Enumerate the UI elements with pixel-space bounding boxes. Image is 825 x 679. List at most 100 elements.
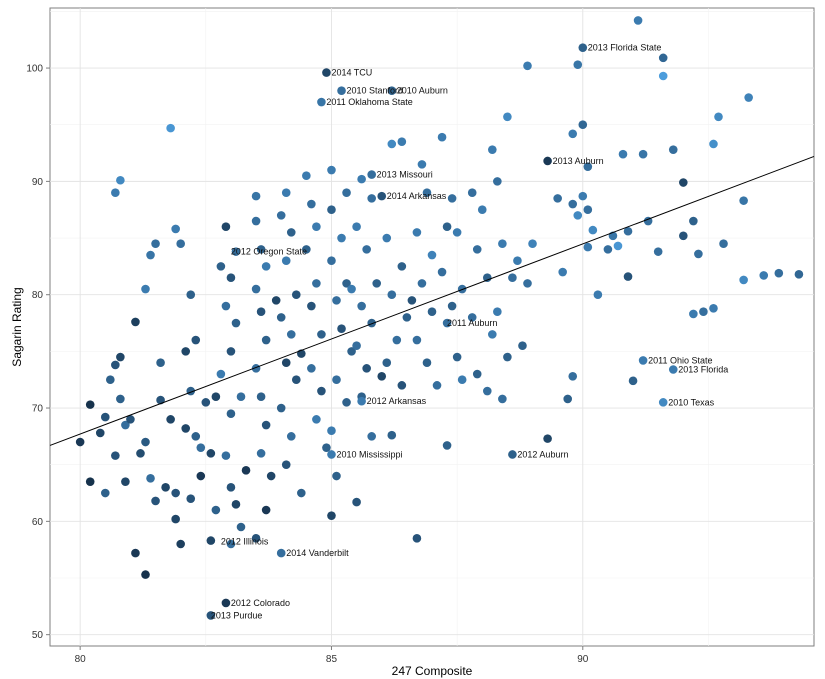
data-point	[251, 284, 261, 294]
data-point	[276, 313, 286, 322]
data-point	[493, 307, 502, 317]
data-point	[151, 496, 160, 506]
data-point	[111, 360, 120, 370]
data-point	[347, 284, 356, 294]
data-point	[488, 145, 497, 154]
data-point	[658, 53, 668, 63]
data-point	[528, 239, 537, 249]
point-label: 2012 Colorado	[231, 598, 290, 608]
data-point	[286, 228, 296, 237]
data-point	[709, 304, 718, 313]
data-point	[442, 222, 452, 232]
point-label: 2010 Stanford	[347, 86, 404, 96]
data-point	[141, 437, 150, 447]
data-point	[412, 228, 422, 237]
data-point	[593, 290, 603, 300]
data-point	[377, 371, 387, 381]
point-label: 2010 Auburn	[397, 86, 448, 96]
data-point	[261, 505, 271, 515]
data-point	[628, 376, 638, 386]
data-point	[256, 392, 266, 401]
data-point	[171, 514, 180, 524]
data-point	[221, 301, 231, 311]
data-point	[377, 191, 387, 201]
data-point	[226, 347, 236, 356]
data-point	[689, 309, 698, 319]
data-point	[759, 271, 769, 280]
data-point	[694, 249, 703, 259]
data-point	[337, 324, 346, 333]
data-point	[422, 358, 432, 367]
data-point	[181, 347, 191, 356]
data-point	[578, 120, 588, 130]
data-point	[573, 211, 583, 220]
data-point	[457, 375, 467, 384]
data-point	[442, 318, 452, 328]
point-label: 2010 Mississippi	[336, 449, 402, 459]
data-point	[261, 335, 271, 345]
data-point	[332, 296, 341, 305]
y-tick-label: 80	[32, 290, 44, 301]
trend-line	[49, 155, 815, 446]
data-point	[226, 539, 236, 549]
data-point	[126, 415, 135, 424]
data-point	[317, 97, 326, 107]
data-point	[111, 451, 120, 460]
data-point	[447, 194, 457, 203]
x-axis-ticks: 80 85 90	[75, 646, 589, 665]
data-point	[362, 364, 371, 373]
data-point	[266, 471, 276, 481]
data-point	[181, 424, 191, 433]
data-point	[201, 398, 211, 407]
data-point	[211, 392, 221, 401]
data-point	[111, 188, 120, 198]
data-point	[231, 318, 241, 328]
data-point	[342, 188, 351, 198]
data-point	[573, 60, 583, 69]
data-point	[367, 432, 376, 441]
data-point	[95, 428, 105, 438]
data-point	[116, 175, 125, 185]
data-point	[477, 205, 487, 215]
point-label: 2014 Vanderbilt	[286, 548, 349, 558]
data-point	[452, 228, 462, 237]
data-point	[508, 450, 517, 459]
data-point	[116, 352, 125, 362]
data-point	[286, 432, 296, 441]
data-point	[231, 500, 241, 509]
data-point	[327, 511, 336, 520]
data-point	[583, 205, 593, 215]
data-point	[251, 216, 261, 226]
data-point	[623, 226, 633, 236]
data-point	[583, 242, 593, 252]
data-point	[171, 488, 180, 498]
data-point	[342, 279, 351, 288]
data-point	[668, 365, 678, 374]
data-point	[116, 394, 125, 404]
point-label: 2011 Ohio State	[648, 355, 712, 365]
point-label: 2011 Auburn	[447, 318, 497, 328]
data-point	[327, 426, 336, 435]
point-label: 2013 Purdue	[211, 610, 263, 620]
data-point	[568, 129, 578, 139]
x-tick-label: 85	[326, 654, 338, 665]
data-point	[312, 279, 321, 288]
data-point	[332, 471, 341, 481]
data-point	[291, 375, 301, 384]
data-point	[236, 522, 246, 532]
data-point	[397, 137, 407, 147]
data-point	[563, 394, 573, 404]
data-point	[397, 262, 407, 271]
data-point	[337, 86, 346, 96]
data-point	[553, 194, 562, 203]
data-point	[176, 539, 185, 549]
data-point	[407, 296, 417, 305]
y-tick-label: 90	[32, 177, 44, 188]
data-point	[472, 245, 482, 254]
data-point	[322, 68, 331, 77]
data-point	[226, 409, 236, 418]
point-label: 2014 Arkansas	[387, 191, 447, 201]
point-label: 2010 Texas	[668, 397, 714, 407]
data-point	[146, 473, 155, 483]
data-point	[251, 534, 261, 543]
